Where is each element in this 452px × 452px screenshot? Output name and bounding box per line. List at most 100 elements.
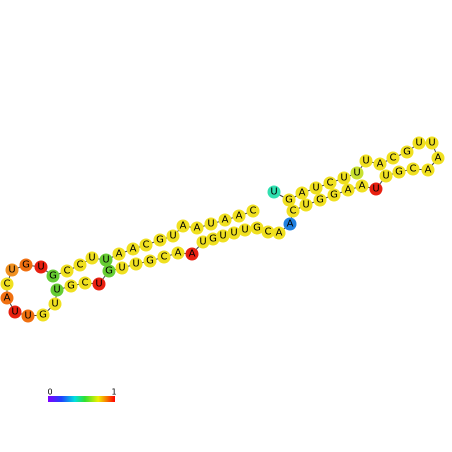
nucleotide-circle [369,182,383,196]
nucleotide-label: G [253,223,261,234]
nucleotide-label: C [327,178,334,189]
nucleotide-circle [406,162,420,176]
nucleotide-label: C [390,153,397,164]
nucleotide-label: G [209,234,217,245]
nucleotide-label: A [222,215,229,226]
nucleotide-label: U [132,259,139,270]
nucleotide-label: A [236,211,243,222]
nucleotide-label: U [169,231,176,242]
nucleotide-circle [392,165,406,179]
nucleotide-circle [379,169,393,183]
nucleotide-circle [286,204,300,218]
nucleotide-label: U [428,138,435,149]
nucleotide-circle [386,151,400,165]
nucleotide-label: G [330,190,338,201]
nucleotide-label: C [64,266,71,277]
nucleotide-label: U [230,228,237,239]
nucleotide-label: G [49,271,57,282]
nucleotide-label: G [105,266,113,277]
nucleotide-label: U [118,263,125,274]
nucleotide-circle [341,183,355,197]
nucleotide-label: G [67,281,75,292]
nucleotide-label: A [189,249,196,260]
nucleotide-circle [216,229,230,243]
nucleotide-label: U [51,299,58,310]
nucleotide-label: U [241,225,248,236]
nucleotide-circle [78,276,92,290]
nucleotide-circle [171,246,185,260]
nucleotide-label: G [403,147,411,158]
nucleotide-circle [5,263,19,277]
nucleotide-circle [85,251,99,265]
nucleotide-circle [19,258,33,272]
nucleotide-label: C [161,252,168,263]
nucleotide-label: A [130,244,137,255]
nucleotide-circle [73,258,87,272]
nucleotide-circle [232,209,246,223]
nucleotide-label: U [340,173,347,184]
nucleotide-circle [190,221,204,235]
nucleotide-circle [112,247,126,261]
nucleotide-circle [126,242,140,256]
nucleotide-circle [196,235,210,249]
nucleotide-circle [246,204,260,218]
nucleotide-circle [8,305,22,319]
nucleotide-label: A [435,153,442,164]
nucleotide-label: C [410,164,417,175]
nucleotide-label: C [290,206,297,217]
nucleotide-label: A [276,228,283,239]
nucleotide-circle [185,247,199,261]
nucleotide-label: C [4,279,11,290]
nucleotide-label: A [194,223,201,234]
nucleotide-label: U [88,253,95,264]
nucleotide-label: U [24,311,31,322]
nucleotide-label: A [175,248,182,259]
nucleotide-circle [400,145,414,159]
nucleotide-label: U [302,200,309,211]
scale-min: 0 [47,388,52,397]
nucleotide-label: A [116,249,123,260]
nucleotide-label: A [425,165,432,176]
nucleotide-label: U [312,183,319,194]
nucleotide-label: U [8,265,15,276]
nucleotide-label: U [219,231,226,242]
nucleotide-circle [204,217,218,231]
nucleotide-circle [355,179,369,193]
nucleotide-circle [412,136,426,150]
nucleotide-circle [359,154,373,168]
nucleotide-label: G [146,256,154,267]
nucleotide-circle [115,261,129,275]
color-scale [48,396,115,402]
nucleotide-circle [299,198,313,212]
nucleotide-circle [431,151,445,165]
nucleotide-circle [99,253,113,267]
nucleotide-circle [250,221,264,235]
nucleotide-circle [282,193,296,207]
nucleotide-circle [21,309,35,323]
nucleotide-circle [129,257,143,271]
nucleotide-label: U [415,138,422,149]
nucleotide-circle [261,225,275,239]
scale-max: 1 [111,388,116,397]
nucleotide-label: G [156,235,164,246]
nucleotide-label: U [199,237,206,248]
nucleotide-circle [425,136,439,150]
nucleotide-label: U [11,307,18,318]
nucleotide-label: C [265,227,272,238]
nucleotide-label: G [285,195,293,206]
nucleotide-label: U [53,285,60,296]
nucleotide-circle [295,186,309,200]
nucleotide-circle [36,308,50,322]
nucleotide-circle [92,277,106,291]
nucleotide-circle [46,269,60,283]
nucleotide-label: G [395,167,403,178]
nucleotide-circle [0,291,14,305]
nucleotide-circle [34,260,48,274]
nucleotide-circle [238,223,252,237]
nucleotide-label: A [4,293,11,304]
nucleotide-circle [309,181,323,195]
nucleotide-circle [157,250,171,264]
nucleotide-label: C [143,240,150,251]
